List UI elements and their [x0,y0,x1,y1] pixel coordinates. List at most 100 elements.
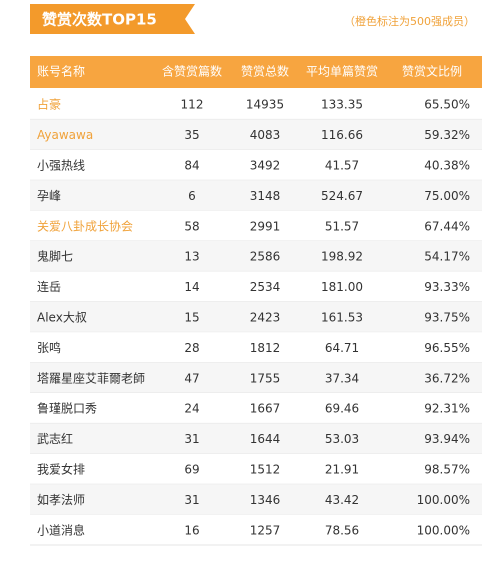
cell: 28 [184,341,199,355]
cell: 96.55% [424,341,470,355]
cell: 93.75% [424,311,470,325]
account-name: 关爱八卦成长协会 [37,218,133,233]
cell: 6 [188,189,196,203]
cell: 24 [184,402,199,416]
cell: 41.57 [325,159,359,173]
cell: 51.57 [325,219,359,233]
row-background [30,241,482,272]
row-background [30,149,482,181]
account-name: 如孝法师 [37,492,85,507]
cell: 524.67 [321,189,363,203]
cell: 58 [184,219,199,233]
account-name: 孕峰 [37,189,61,203]
cell: 92.31% [424,402,470,416]
cell: 69.46 [325,402,359,416]
cell: 36.72% [424,371,470,385]
cell: 43.42 [325,493,359,507]
account-name: Alex大叔 [37,311,87,325]
cell: 112 [181,98,204,112]
account-name: 塔羅星座艾菲爾老師 [37,370,145,385]
cell: 31 [184,432,199,446]
row-background [30,393,482,424]
cell: 65.50% [424,98,470,112]
header-row [30,56,482,88]
row-background [30,301,482,333]
cell: 2991 [250,219,281,233]
cell: 40.38% [424,159,470,173]
cell: 1346 [250,493,281,507]
account-name: 小强热线 [37,159,85,173]
cell: 21.91 [325,463,359,477]
cell: 2534 [250,280,281,294]
cell: 133.35 [321,98,363,112]
account-name: 我爱女排 [37,462,85,477]
row-background [30,453,482,485]
cell: 3148 [250,189,281,203]
cell: 69 [184,463,199,477]
cell: 35 [184,128,199,142]
column-header: 平均单篇赞赏 [306,64,378,79]
cell: 59.32% [424,128,470,142]
row-background [30,332,482,363]
cell: 116.66 [321,128,363,142]
note: （橙色标注为500强成员） [344,14,475,28]
account-name: 连岳 [37,279,61,294]
account-name: Ayawawa [37,128,93,142]
cell: 14 [184,280,199,294]
column-header: 赞赏文比例 [402,64,462,79]
cell: 16 [184,523,199,537]
cell: 64.71 [325,341,359,355]
account-name: 张鸣 [37,340,61,355]
row-background [30,514,482,545]
row-background [30,362,482,393]
row-background [30,89,482,120]
cell: 93.33% [424,280,470,294]
column-header: 赞赏总数 [241,64,289,79]
cell: 1512 [250,463,281,477]
cell: 161.53 [321,311,363,325]
cell: 53.03 [325,432,359,446]
row-background [30,119,482,150]
row-background [30,423,482,454]
cell: 14935 [246,98,284,112]
cell: 198.92 [321,250,363,264]
cell: 98.57% [424,463,470,477]
cell: 1667 [250,402,281,416]
title: 赞赏次数TOP15 [41,11,157,29]
row-background [30,484,482,515]
cell: 100.00% [417,523,470,537]
cell: 78.56 [325,523,359,537]
cell: 54.17% [424,250,470,264]
cell: 67.44% [424,219,470,233]
account-name: 鬼脚七 [37,249,73,264]
cell: 37.34 [325,371,359,385]
cell: 2586 [250,250,281,264]
cell: 181.00 [321,280,363,294]
cell: 1257 [250,523,281,537]
cell: 75.00% [424,189,470,203]
cell: 2423 [250,311,281,325]
title-banner [30,4,195,34]
account-name: 武志红 [37,431,73,446]
account-name: 鲁瑾脱口秀 [37,401,97,416]
cell: 93.94% [424,432,470,446]
column-header: 含赞赏篇数 [162,64,222,79]
cell: 1644 [250,432,281,446]
cell: 13 [184,250,199,264]
row-background [30,210,482,241]
cell: 4083 [250,128,281,142]
cell: 31 [184,493,199,507]
cell: 84 [184,159,199,173]
account-name: 占豪 [37,97,61,112]
cell: 3492 [250,159,281,173]
cell: 15 [184,311,199,325]
account-name: 小道消息 [37,522,85,537]
cell: 1812 [250,341,281,355]
row-background [30,180,482,211]
column-header: 账号名称 [37,64,85,79]
cell: 100.00% [417,493,470,507]
row-background [30,271,482,302]
cell: 47 [184,371,199,385]
